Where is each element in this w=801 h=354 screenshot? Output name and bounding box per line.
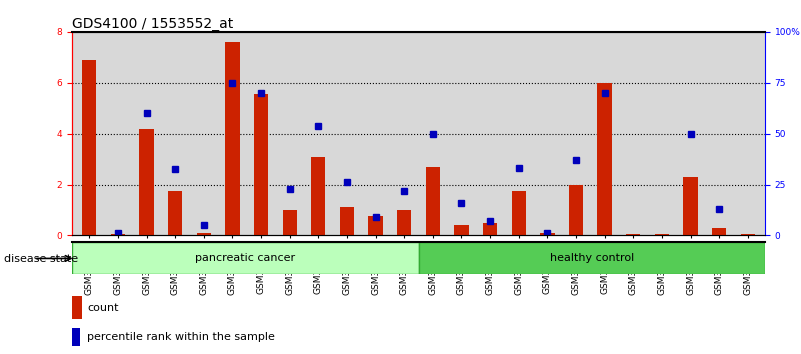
Bar — [569, 184, 583, 235]
Bar — [225, 42, 239, 235]
Bar — [72, 327, 80, 346]
Bar — [683, 177, 698, 235]
Bar — [111, 234, 125, 235]
Bar — [454, 225, 469, 235]
Text: GDS4100 / 1553552_at: GDS4100 / 1553552_at — [72, 17, 233, 31]
Bar — [283, 210, 297, 235]
Bar — [425, 167, 440, 235]
Text: percentile rank within the sample: percentile rank within the sample — [87, 332, 276, 342]
Bar — [72, 296, 82, 319]
Bar — [254, 94, 268, 235]
Text: count: count — [87, 303, 119, 313]
Text: pancreatic cancer: pancreatic cancer — [195, 253, 296, 263]
Bar — [540, 233, 554, 235]
Bar — [139, 129, 154, 235]
Bar — [168, 191, 183, 235]
Bar — [741, 234, 755, 235]
Bar — [512, 191, 526, 235]
Bar — [196, 233, 211, 235]
Bar — [598, 83, 612, 235]
Bar — [397, 210, 412, 235]
Bar — [83, 60, 96, 235]
Bar — [311, 156, 325, 235]
Text: healthy control: healthy control — [549, 253, 634, 263]
Bar — [712, 228, 727, 235]
Bar — [340, 207, 354, 235]
Bar — [418, 242, 765, 274]
Bar — [654, 234, 669, 235]
Text: disease state: disease state — [4, 254, 78, 264]
Bar — [72, 242, 418, 274]
Bar — [626, 234, 641, 235]
Bar — [483, 223, 497, 235]
Bar — [368, 216, 383, 235]
